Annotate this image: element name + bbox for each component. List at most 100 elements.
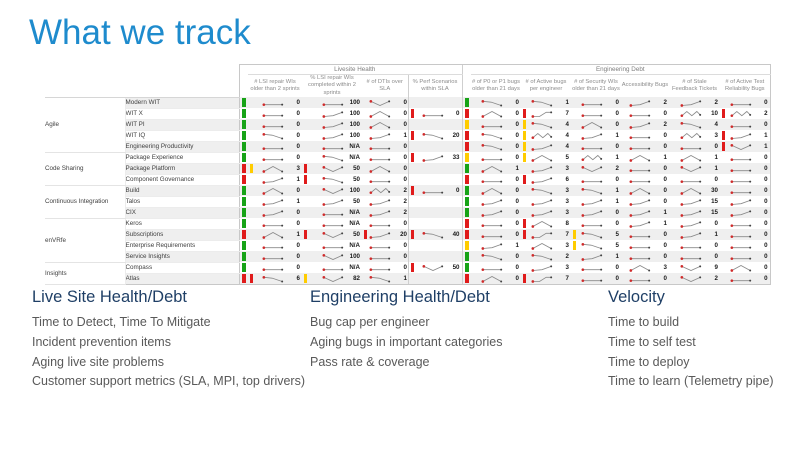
sparkline-chart bbox=[581, 121, 603, 129]
metric-cell: 0 bbox=[720, 97, 771, 108]
metric-cell: 0 bbox=[720, 240, 771, 251]
alert-bar-empty bbox=[364, 120, 367, 129]
status-bar bbox=[241, 186, 246, 195]
alert-bar-empty bbox=[473, 120, 476, 129]
metric-cell: 1 bbox=[571, 251, 621, 262]
metric-cell: 0 bbox=[407, 185, 463, 196]
table-row: Talos 1 50 2 0 3 1 0 15 0 bbox=[45, 196, 771, 208]
metric-cell: 4 bbox=[669, 119, 720, 130]
alert-bar-empty bbox=[364, 164, 367, 173]
sparkline-chart bbox=[531, 132, 553, 139]
livesite-status-cell bbox=[238, 174, 248, 185]
engineering-status-cell bbox=[461, 141, 471, 152]
alert-bar-empty bbox=[523, 263, 526, 272]
metric-value: 0 bbox=[403, 264, 407, 271]
metric-value: 0 bbox=[515, 143, 519, 150]
metric-value: 0 bbox=[296, 253, 300, 260]
sparkline-chart bbox=[322, 121, 344, 129]
livesite-status-cell bbox=[238, 163, 248, 174]
metric-cell bbox=[407, 174, 463, 185]
alert-bar-empty bbox=[722, 153, 725, 162]
alert-bar-empty bbox=[623, 109, 626, 118]
metric-value: 1 bbox=[515, 242, 519, 249]
metric-cell: 3 bbox=[521, 262, 571, 273]
sparkline-chart bbox=[680, 231, 702, 239]
sparkline-chart bbox=[481, 275, 503, 283]
alert-bar-empty bbox=[250, 120, 253, 129]
metric-cell: 0 bbox=[571, 97, 621, 108]
metric-value: 100 bbox=[349, 99, 360, 106]
alert-bar-empty bbox=[473, 175, 476, 184]
metric-value: 2 bbox=[403, 209, 407, 216]
metric-value: 100 bbox=[349, 110, 360, 117]
slide-title: What we track bbox=[29, 13, 251, 52]
alert-bar bbox=[573, 230, 576, 239]
metric-cell: 7 bbox=[521, 108, 571, 119]
status-bar bbox=[241, 153, 246, 162]
metrics-scorecard: Livesite Health Engineering Debt # LSI rep… bbox=[45, 64, 771, 285]
metric-value: 5 bbox=[615, 242, 619, 249]
metric-value: 50 bbox=[353, 231, 360, 238]
sparkline-chart bbox=[262, 165, 284, 173]
row-label: Component Governance bbox=[125, 174, 239, 186]
metric-value: 1 bbox=[663, 154, 667, 161]
metric-value: 0 bbox=[714, 242, 718, 249]
alert-bar-empty bbox=[364, 208, 367, 217]
sparkline-chart bbox=[680, 165, 702, 172]
alert-bar bbox=[250, 274, 253, 283]
metric-value: N/A bbox=[349, 264, 360, 271]
metric-value: 0 bbox=[296, 132, 300, 139]
metric-cell: 0 bbox=[720, 218, 771, 229]
row-label: Package Experience bbox=[125, 152, 239, 164]
sparkline-chart bbox=[531, 253, 553, 260]
section-item: Pass rate & coverage bbox=[310, 354, 430, 369]
alert-bar-empty bbox=[364, 186, 367, 195]
metric-value: 0 bbox=[515, 121, 519, 128]
alert-bar-empty bbox=[671, 109, 674, 118]
metric-value: 1 bbox=[714, 231, 718, 238]
table-row: Agile Modern WIT 0 100 0 0 1 0 2 2 0 bbox=[45, 97, 771, 153]
section-item: Time to Detect, Time To Mitigate bbox=[32, 315, 211, 329]
alert-bar-empty bbox=[671, 131, 674, 140]
sparkline-chart bbox=[581, 231, 603, 238]
alert-bar-empty bbox=[364, 98, 367, 107]
livesite-status-cell bbox=[238, 262, 248, 273]
metric-value: 50 bbox=[353, 198, 360, 205]
alert-bar-empty bbox=[523, 98, 526, 107]
alert-bar-empty bbox=[250, 142, 253, 151]
alert-bar bbox=[410, 153, 414, 162]
alert-bar-empty bbox=[623, 230, 626, 239]
alert-bar-empty bbox=[573, 109, 576, 118]
sparkline-chart bbox=[531, 143, 553, 151]
alert-bar-empty bbox=[250, 153, 253, 162]
status-bar bbox=[464, 109, 469, 118]
sparkline-chart bbox=[730, 124, 751, 128]
section-item: Time to learn (Telemetry pipe) bbox=[608, 374, 774, 389]
alert-bar-empty bbox=[722, 208, 725, 217]
engineering-status-cell bbox=[461, 130, 471, 141]
alert-bar-empty bbox=[573, 153, 576, 162]
alert-bar-empty bbox=[523, 186, 526, 195]
row-group-label: Continuous Integration bbox=[45, 185, 126, 219]
table-row: Continuous Integration Build 0 100 2 0 0 3 1 0 30 0 bbox=[45, 185, 771, 219]
column-header: % Perf Scenarios within SLA bbox=[407, 74, 463, 97]
livesite-status-cell bbox=[238, 119, 248, 130]
status-bar bbox=[464, 186, 469, 195]
metric-cell: N/A bbox=[302, 207, 362, 218]
header-group-row: Livesite Health Engineering Debt bbox=[45, 64, 771, 98]
alert-bar-empty bbox=[573, 175, 576, 184]
metric-cell: 3 bbox=[521, 240, 571, 251]
status-bar bbox=[464, 230, 469, 239]
sparkline-chart bbox=[680, 132, 702, 139]
section-item: Customer support metrics (SLA, MPI, top … bbox=[32, 374, 305, 389]
livesite-status-cell bbox=[238, 130, 248, 141]
alert-bar bbox=[722, 142, 725, 151]
metric-cell: 1 bbox=[669, 152, 720, 163]
metric-value: 0 bbox=[615, 143, 619, 150]
metric-value: 7 bbox=[565, 275, 569, 282]
alert-bar-empty bbox=[671, 98, 674, 107]
sparkline-chart bbox=[322, 267, 344, 271]
metric-cell: 0 bbox=[471, 218, 521, 229]
alert-bar-empty bbox=[623, 274, 626, 283]
metric-cell: 6 bbox=[521, 174, 571, 185]
